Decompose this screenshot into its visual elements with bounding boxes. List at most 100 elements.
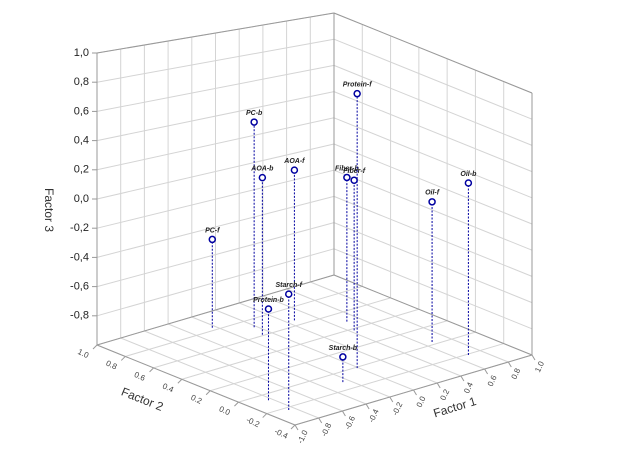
tick-mark bbox=[177, 378, 183, 384]
tick-mark bbox=[294, 424, 299, 431]
grid-line bbox=[144, 330, 343, 412]
point-label: PC-b bbox=[246, 110, 263, 117]
tick-mark bbox=[484, 368, 489, 375]
grid-line bbox=[262, 295, 462, 377]
point-label: Fiber-b bbox=[335, 165, 359, 172]
z-tick-label: 0,2 bbox=[74, 164, 89, 176]
grid-line bbox=[333, 222, 533, 304]
box-edge bbox=[333, 274, 533, 356]
tick-mark bbox=[205, 390, 211, 396]
grid-line bbox=[333, 169, 533, 251]
z-tick-label: -0,6 bbox=[70, 281, 89, 293]
grid-line bbox=[210, 320, 448, 392]
grid-line bbox=[333, 248, 533, 330]
grid-line bbox=[266, 343, 504, 415]
data-point bbox=[339, 353, 347, 361]
x-tick-label: 0.4 bbox=[462, 380, 475, 394]
tick-mark bbox=[262, 413, 268, 418]
tick-mark bbox=[436, 382, 441, 389]
box-edge bbox=[96, 344, 296, 426]
data-point bbox=[350, 176, 358, 184]
tick-mark bbox=[318, 417, 323, 424]
grid-line bbox=[125, 285, 363, 357]
data-point bbox=[428, 198, 436, 206]
tick-mark bbox=[234, 401, 239, 407]
box-edge bbox=[96, 274, 335, 346]
tick-mark bbox=[290, 424, 296, 430]
x-tick-label: -1.0 bbox=[296, 428, 310, 445]
point-label: Starch-f bbox=[276, 282, 303, 289]
point-label: PC-f bbox=[205, 227, 220, 234]
tick-mark bbox=[389, 396, 394, 403]
grid-line bbox=[333, 195, 533, 277]
point-label: Fiber-f bbox=[343, 168, 365, 175]
tick-mark bbox=[413, 389, 417, 396]
grid-line bbox=[310, 281, 509, 363]
data-point bbox=[464, 179, 473, 187]
grid-line bbox=[333, 117, 533, 199]
y-tick-label: 0.4 bbox=[161, 382, 175, 395]
data-point bbox=[290, 166, 299, 174]
grid-line bbox=[191, 316, 390, 398]
y-tick-label: 0.0 bbox=[218, 404, 232, 417]
x-tick-label: 0.8 bbox=[510, 366, 523, 380]
x-tick-label: 1.0 bbox=[533, 359, 546, 373]
z-tick-label: -0,2 bbox=[70, 222, 89, 234]
grid-line bbox=[333, 64, 533, 146]
data-point bbox=[284, 290, 293, 298]
grid-line bbox=[239, 302, 438, 384]
y-tick-label: -0.4 bbox=[273, 427, 290, 441]
z-tick-label: 0,4 bbox=[74, 135, 89, 147]
point-label: AOA-f bbox=[283, 158, 305, 165]
tick-mark bbox=[120, 356, 126, 361]
data-point bbox=[208, 235, 217, 244]
point-label: Oil-b bbox=[460, 171, 477, 178]
data-point bbox=[353, 89, 361, 98]
tick-mark bbox=[92, 344, 98, 350]
box-edge bbox=[333, 12, 533, 94]
x-tick-label: -0.8 bbox=[319, 421, 333, 438]
grid-line bbox=[333, 91, 533, 173]
z-tick-label: 0,6 bbox=[74, 105, 89, 117]
grid-line bbox=[333, 143, 533, 225]
grid-line bbox=[167, 323, 367, 405]
y-axis-title: Factor 2 bbox=[119, 384, 165, 414]
grid-line bbox=[286, 288, 485, 370]
point-label: Protein-f bbox=[343, 82, 372, 89]
x-tick-label: 0.6 bbox=[486, 373, 499, 387]
y-tick-label: -0.2 bbox=[245, 415, 262, 429]
point-label: Oil-f bbox=[425, 190, 440, 197]
z-tick-label: -0,4 bbox=[70, 251, 89, 263]
point-label: AOA-b bbox=[250, 165, 274, 172]
y-tick-label: 1.0 bbox=[76, 347, 90, 360]
z-tick-label: 0,0 bbox=[74, 193, 89, 205]
y-tick-label: 0.8 bbox=[105, 359, 119, 372]
tick-mark bbox=[341, 410, 346, 417]
x-tick-label: -0.2 bbox=[390, 400, 404, 417]
grid-line bbox=[153, 297, 391, 369]
y-tick-label: 0.2 bbox=[189, 393, 203, 406]
tick-mark bbox=[460, 375, 465, 382]
x-tick-label: 0.0 bbox=[415, 394, 428, 408]
z-tick-label: 1,0 bbox=[74, 47, 89, 59]
x-tick-label: -0.6 bbox=[343, 414, 357, 431]
y-tick-label: 0.6 bbox=[133, 370, 147, 383]
point-label: Starch-b bbox=[329, 345, 358, 352]
z-axis-title: Factor 3 bbox=[42, 188, 56, 232]
data-point bbox=[343, 173, 351, 182]
z-tick-label: 0,8 bbox=[74, 76, 89, 88]
data-point bbox=[264, 305, 273, 313]
data-point bbox=[250, 118, 258, 126]
data-point bbox=[258, 173, 267, 182]
grid-line bbox=[120, 337, 319, 419]
x-tick-label: -0.4 bbox=[367, 407, 381, 424]
point-label: Protein-b bbox=[253, 297, 284, 304]
x-tick-label: 0.2 bbox=[438, 387, 451, 401]
grid-line bbox=[215, 309, 414, 391]
tick-mark bbox=[531, 354, 536, 361]
tick-mark bbox=[507, 361, 512, 368]
tick-mark bbox=[365, 403, 370, 410]
grid-line bbox=[181, 308, 419, 380]
box-edge bbox=[96, 12, 335, 54]
